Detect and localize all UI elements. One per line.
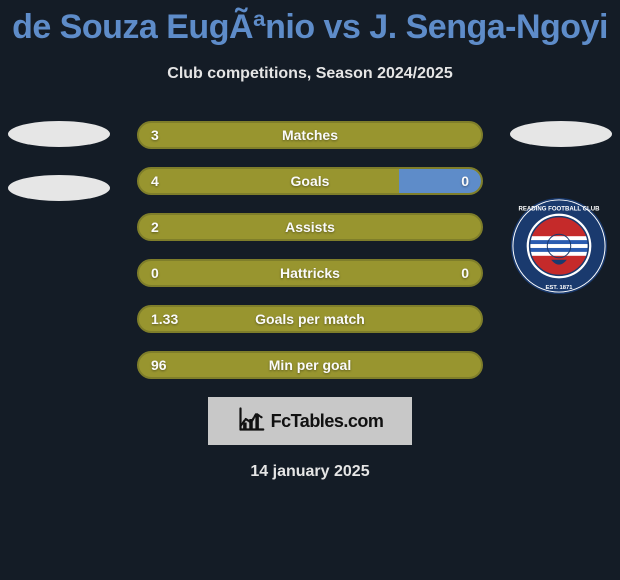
stat-value-p1: 96 — [151, 357, 167, 373]
stat-label: Goals — [291, 173, 330, 189]
stat-label: Min per goal — [269, 357, 351, 373]
stat-row: 1.33 Goals per match — [137, 305, 483, 333]
stat-label: Goals per match — [255, 311, 365, 327]
comparison-chart: READING FOOTBALL CLUB EST. 1871 3 Matches… — [0, 121, 620, 379]
stat-row: 0 Hattricks 0 — [137, 259, 483, 287]
player2-club-badge: READING FOOTBALL CLUB EST. 1871 — [510, 121, 612, 295]
stat-row: 4 Goals 0 — [137, 167, 483, 195]
stat-label: Matches — [282, 127, 338, 143]
stat-row: 2 Assists — [137, 213, 483, 241]
stat-label: Hattricks — [280, 265, 340, 281]
stat-value-p2: 0 — [461, 173, 469, 189]
stat-value-p1: 1.33 — [151, 311, 178, 327]
stat-value-p1: 2 — [151, 219, 159, 235]
svg-text:EST. 1871: EST. 1871 — [545, 285, 573, 291]
player1-avatar-placeholder — [8, 121, 110, 229]
stat-value-p1: 4 — [151, 173, 159, 189]
stat-value-p2: 0 — [461, 265, 469, 281]
svg-text:READING FOOTBALL CLUB: READING FOOTBALL CLUB — [518, 207, 600, 213]
stat-value-p1: 0 — [151, 265, 159, 281]
stat-label: Assists — [285, 219, 335, 235]
avatar-oval — [8, 121, 110, 147]
stat-row: 96 Min per goal — [137, 351, 483, 379]
subtitle: Club competitions, Season 2024/2025 — [0, 65, 620, 83]
page-title: de Souza EugÃªnio vs J. Senga-Ngoyi — [0, 0, 620, 47]
branding-text: FcTables.com — [271, 411, 384, 432]
date-text: 14 january 2025 — [0, 463, 620, 481]
stat-row: 3 Matches — [137, 121, 483, 149]
stat-value-p1: 3 — [151, 127, 159, 143]
chart-icon — [237, 405, 265, 438]
branding-bar: FcTables.com — [208, 397, 412, 445]
avatar-oval — [8, 175, 110, 201]
club-badge-icon: READING FOOTBALL CLUB EST. 1871 — [510, 197, 608, 295]
